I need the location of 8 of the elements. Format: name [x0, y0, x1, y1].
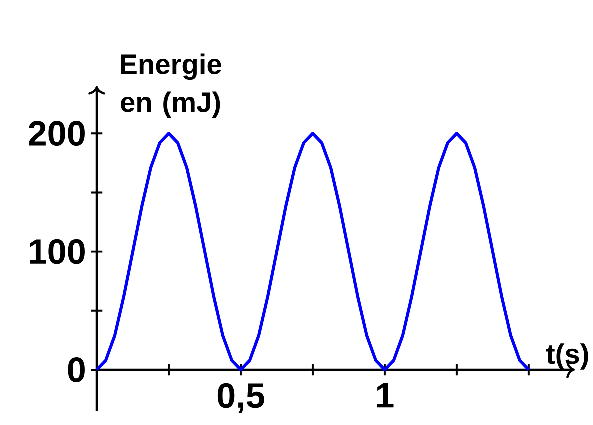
y-tick-label: 0 [68, 358, 85, 382]
y-tick-label: 100 [30, 239, 85, 264]
x-tick-label: 0,5 [218, 383, 264, 414]
x-tick-label: 1 [377, 383, 394, 408]
line-series [95, 132, 530, 372]
y-axis-title: Energie en (mJ) [121, 54, 222, 118]
x-axis-title: t(s) [546, 344, 588, 370]
y-tick-label: 200 [28, 121, 85, 146]
